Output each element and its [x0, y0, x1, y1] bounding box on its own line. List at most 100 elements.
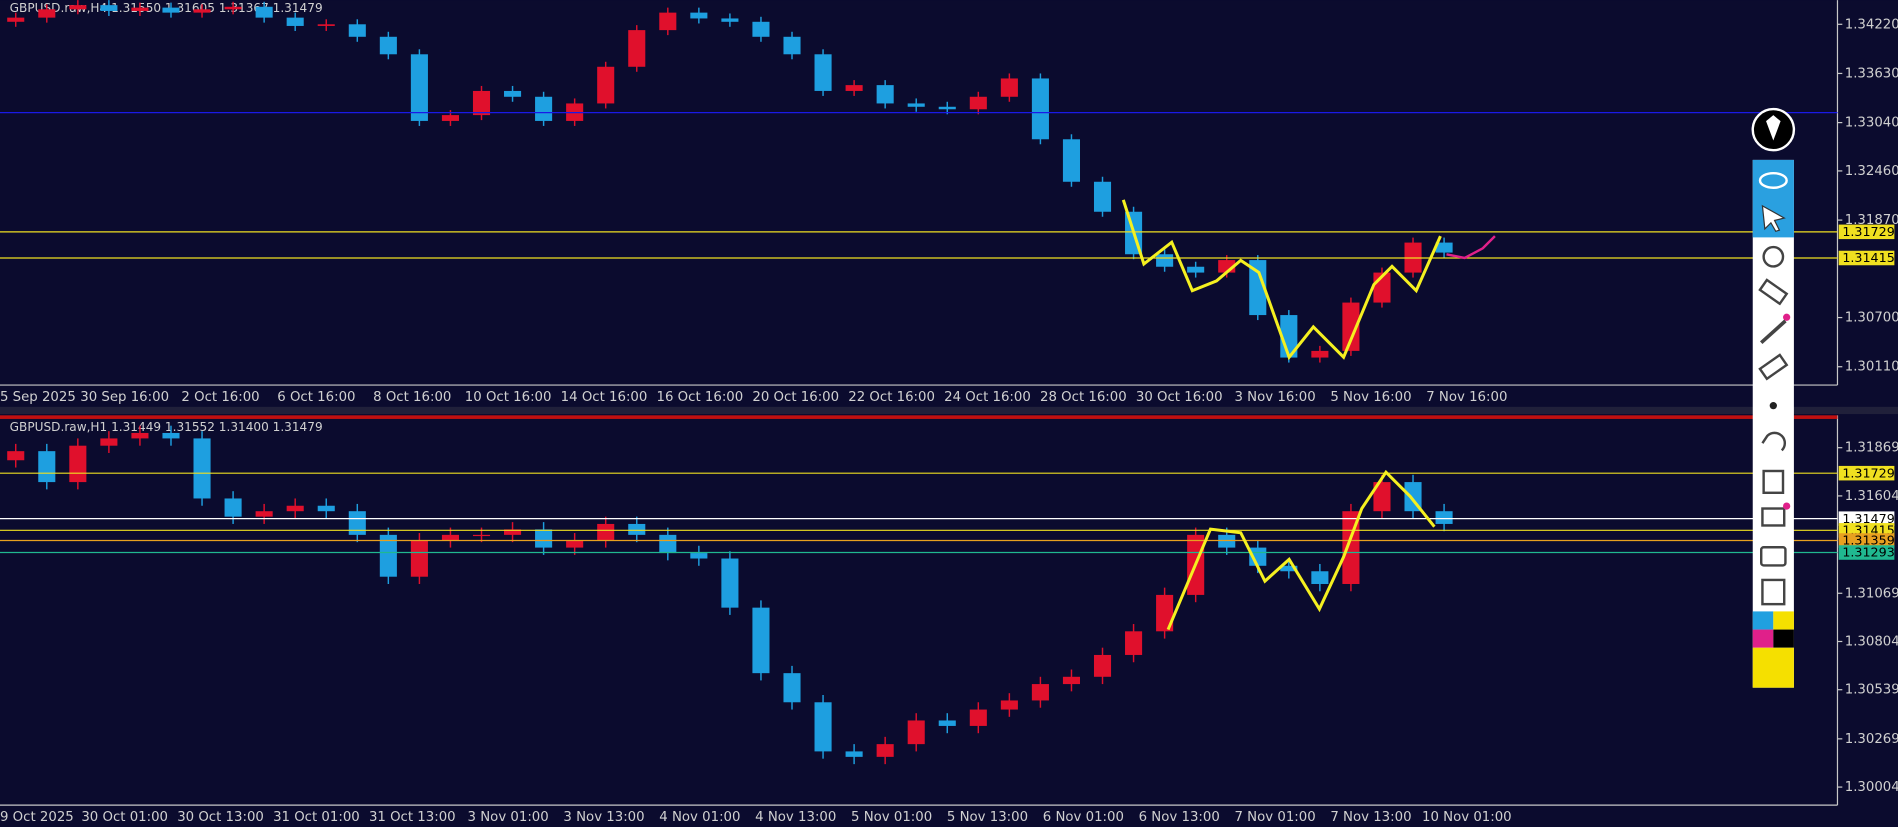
dot — [1783, 502, 1791, 510]
color-yellow[interactable] — [1773, 611, 1794, 630]
x-tick-label: 7 Nov 01:00 — [1235, 810, 1316, 825]
candle-body — [69, 5, 87, 10]
candle-body — [752, 21, 770, 37]
candle-body — [286, 505, 304, 512]
candle-body — [1311, 571, 1329, 584]
screen-tool[interactable] — [1761, 507, 1786, 527]
candle-body — [379, 36, 397, 55]
eraser-tool[interactable] — [1758, 353, 1789, 381]
candle-body — [472, 534, 491, 537]
y-tick-label: 1.30804 — [1845, 634, 1898, 649]
y-tick-label: 1.33630 — [1845, 66, 1898, 81]
candle-body — [969, 96, 987, 110]
candle-body — [721, 558, 739, 608]
y-tick-label: 1.30539 — [1845, 683, 1898, 698]
x-tick-label: 31 Oct 13:00 — [369, 810, 456, 825]
size-tool[interactable] — [1769, 402, 1777, 410]
delete-tool[interactable] — [1762, 469, 1785, 494]
x-tick-label: 24 Oct 16:00 — [944, 390, 1031, 405]
candle-body — [441, 534, 459, 541]
candle-body — [1435, 242, 1453, 253]
candle-body — [659, 12, 677, 31]
price-box — [1838, 511, 1895, 526]
x-tick-label: 7 Nov 16:00 — [1426, 390, 1507, 405]
candle-body — [317, 24, 335, 26]
undo-tool[interactable] — [1761, 431, 1786, 452]
color-cyan[interactable] — [1752, 611, 1774, 630]
drawing-toolbar — [1751, 107, 1796, 688]
candle-body — [535, 96, 553, 121]
eye-tool[interactable] — [1758, 172, 1788, 189]
price-box — [1838, 224, 1895, 240]
price-box — [1838, 465, 1895, 481]
x-tick-label: 2 Oct 16:00 — [181, 390, 259, 405]
x-tick-label: 10 Oct 16:00 — [465, 390, 552, 405]
candle-body — [1156, 254, 1174, 267]
candle-body — [814, 702, 832, 752]
price-box-label: 1.31729 — [1842, 224, 1894, 239]
candle-body — [472, 90, 491, 116]
candle-body — [131, 432, 149, 439]
candle-body — [410, 540, 428, 577]
candle-body — [410, 54, 428, 121]
y-tick-label: 1.31069 — [1845, 586, 1898, 601]
chart-title: GBPUSD.raw,H1 1.31449 1.31552 1.31400 1.… — [10, 420, 323, 434]
color-black[interactable] — [1773, 629, 1794, 648]
candle-body — [1000, 700, 1018, 710]
candle-body — [1249, 260, 1267, 316]
candle-body — [100, 438, 118, 446]
candle-body — [1342, 302, 1360, 351]
candle-body — [286, 17, 304, 26]
price-box-label: 1.31729 — [1842, 465, 1894, 480]
candle-body — [348, 511, 366, 535]
magnet-tool[interactable] — [1762, 245, 1785, 268]
x-tick-label: 4 Nov 01:00 — [659, 810, 740, 825]
x-tick-label: 16 Oct 16:00 — [657, 390, 744, 405]
candle-body — [1187, 266, 1205, 273]
candle-body — [690, 553, 708, 559]
candle-body — [193, 438, 211, 499]
drawn-zigzag — [1121, 199, 1442, 361]
clipboard-tool[interactable] — [1761, 578, 1786, 606]
candle-body — [1031, 78, 1049, 140]
price-box — [1838, 250, 1895, 266]
x-tick-label: 30 Oct 13:00 — [177, 810, 264, 825]
candle-body — [1031, 684, 1049, 701]
candle-body — [224, 498, 242, 517]
line-tool[interactable] — [1760, 319, 1787, 345]
candle-body — [317, 505, 335, 512]
candle-body — [1218, 534, 1236, 548]
toolbar-panel — [1752, 159, 1794, 688]
candle-body — [1000, 78, 1018, 97]
y-tick-label: 1.30269 — [1845, 732, 1898, 747]
marker-tool[interactable] — [1758, 278, 1789, 306]
y-tick-label: 1.31604 — [1845, 489, 1898, 504]
y-tick-label: 1.30700 — [1845, 311, 1898, 326]
red-line — [0, 415, 1838, 419]
color-magenta[interactable] — [1752, 629, 1774, 648]
candle-body — [938, 106, 956, 110]
cursor-tool[interactable] — [1761, 204, 1786, 233]
candle-body — [255, 511, 273, 517]
candle-body — [193, 9, 211, 13]
candle-body — [628, 30, 646, 67]
candle-body — [7, 17, 25, 22]
price-box-label: 1.31293 — [1842, 545, 1894, 560]
candle-body — [690, 12, 708, 19]
candle-body — [938, 720, 956, 726]
x-tick-label: 28 Oct 16:00 — [1040, 390, 1127, 405]
candle-body — [659, 534, 677, 554]
candle-body — [441, 115, 459, 121]
y-tick-label: 1.31869 — [1845, 441, 1898, 456]
x-tick-label: 6 Oct 16:00 — [277, 390, 355, 405]
x-tick-label: 4 Nov 13:00 — [755, 810, 836, 825]
panel-separator — [0, 406, 1898, 415]
x-tick-label: 3 Nov 16:00 — [1235, 390, 1316, 405]
candle-body — [566, 540, 584, 548]
current-color[interactable] — [1752, 647, 1794, 688]
x-tick-label: 30 Oct 16:00 — [1136, 390, 1223, 405]
camera-tool[interactable] — [1760, 546, 1787, 567]
x-tick-label: 20 Oct 16:00 — [752, 390, 839, 405]
candle-body — [1311, 350, 1329, 358]
candle-body — [845, 751, 863, 757]
